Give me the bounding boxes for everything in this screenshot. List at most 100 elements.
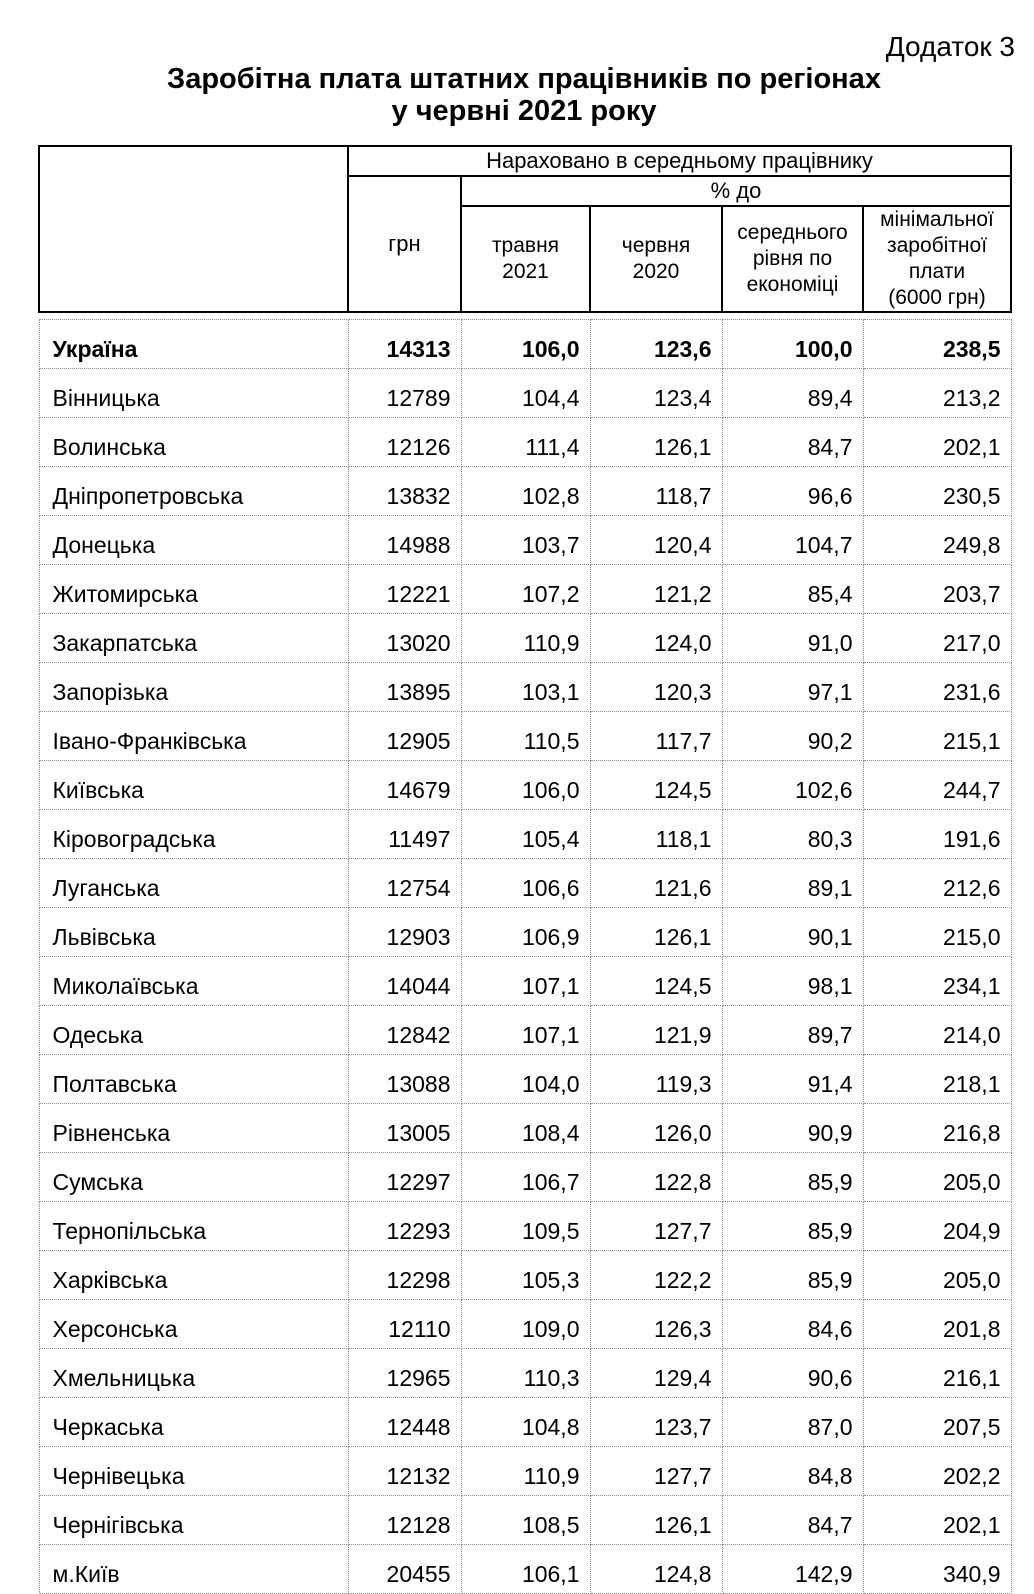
region-cell: м.Київ — [38, 1544, 349, 1594]
to-avg-economy-cell: 98,1 — [721, 956, 864, 1006]
uah-cell: 14988 — [347, 515, 462, 565]
to-may-2021-cell: 106,1 — [460, 1544, 591, 1594]
to-june-2020-cell: 124,0 — [589, 613, 723, 663]
to-may-2021-cell: 105,3 — [460, 1250, 591, 1300]
to-min-wage-cell: 218,1 — [862, 1054, 1012, 1104]
salary-table: Нараховано в середньому працівнику грн %… — [38, 145, 1012, 1594]
to-avg-economy-cell: 96,6 — [721, 466, 864, 516]
uah-cell: 12903 — [347, 907, 462, 957]
table-row: Харківська 12298 105,3 122,2 85,9 205,0 — [38, 1250, 1012, 1300]
region-cell: Херсонська — [38, 1299, 349, 1349]
uah-cell: 14044 — [347, 956, 462, 1006]
uah-cell: 12448 — [347, 1397, 462, 1447]
table-row: Чернігівська 12128 108,5 126,1 84,7 202,1 — [38, 1495, 1012, 1545]
uah-cell: 13088 — [347, 1054, 462, 1104]
to-min-wage-cell: 202,1 — [862, 417, 1012, 467]
to-min-wage-cell: 238,5 — [862, 319, 1012, 369]
uah-cell: 13020 — [347, 613, 462, 663]
to-june-2020-cell: 123,6 — [589, 319, 723, 369]
uah-cell: 12754 — [347, 858, 462, 908]
header-accrued-group: Нараховано в середньому працівнику — [347, 145, 1012, 177]
to-min-wage-cell: 217,0 — [862, 613, 1012, 663]
to-min-wage-cell: 213,2 — [862, 368, 1012, 418]
table-row: Миколаївська 14044 107,1 124,5 98,1 234,1 — [38, 956, 1012, 1006]
to-june-2020-cell: 118,7 — [589, 466, 723, 516]
to-min-wage-cell: 244,7 — [862, 760, 1012, 810]
to-avg-economy-cell: 80,3 — [721, 809, 864, 859]
to-may-2021-cell: 110,5 — [460, 711, 591, 761]
table-row: Донецька 14988 103,7 120,4 104,7 249,8 — [38, 515, 1012, 565]
region-cell: Рівненська — [38, 1103, 349, 1153]
to-avg-economy-cell: 142,9 — [721, 1544, 864, 1594]
to-may-2021-cell: 106,0 — [460, 760, 591, 810]
table-row: Полтавська 13088 104,0 119,3 91,4 218,1 — [38, 1054, 1012, 1104]
appendix-label: Додаток 3 — [885, 31, 1015, 62]
table-row: м.Київ 20455 106,1 124,8 142,9 340,9 — [38, 1544, 1012, 1594]
to-avg-economy-cell: 87,0 — [721, 1397, 864, 1447]
to-june-2020-cell: 124,5 — [589, 956, 723, 1006]
table-row: Черкаська 12448 104,8 123,7 87,0 207,5 — [38, 1397, 1012, 1447]
to-avg-economy-cell: 84,7 — [721, 417, 864, 467]
to-avg-economy-cell: 90,2 — [721, 711, 864, 761]
to-may-2021-cell: 102,8 — [460, 466, 591, 516]
to-min-wage-cell: 216,8 — [862, 1103, 1012, 1153]
table-row: Кіровоградська 11497 105,4 118,1 80,3 191,6 — [38, 809, 1012, 859]
to-min-wage-cell: 205,0 — [862, 1152, 1012, 1202]
region-cell: Чернівецька — [38, 1446, 349, 1496]
uah-cell: 13005 — [347, 1103, 462, 1153]
region-cell: Волинська — [38, 417, 349, 467]
region-cell: Донецька — [38, 515, 349, 565]
table-row: Україна 14313 106,0 123,6 100,0 238,5 — [38, 319, 1012, 369]
to-june-2020-cell: 118,1 — [589, 809, 723, 859]
table-body: Україна 14313 106,0 123,6 100,0 238,5 Вінницьк… — [38, 319, 1012, 1594]
to-june-2020-cell: 124,5 — [589, 760, 723, 810]
table-row: Львівська 12903 106,9 126,1 90,1 215,0 — [38, 907, 1012, 957]
to-min-wage-cell: 204,9 — [862, 1201, 1012, 1251]
to-june-2020-cell: 126,3 — [589, 1299, 723, 1349]
table-row: Житомирська 12221 107,2 121,2 85,4 203,7 — [38, 564, 1012, 614]
region-cell: Запорізька — [38, 662, 349, 712]
region-cell: Івано-Франківська — [38, 711, 349, 761]
table-row: Тернопільська 12293 109,5 127,7 85,9 204,9 — [38, 1201, 1012, 1251]
uah-cell: 13832 — [347, 466, 462, 516]
document-page: Додаток 3 Заробітна плата штатних праців… — [38, 31, 1015, 1594]
to-may-2021-cell: 106,9 — [460, 907, 591, 957]
table-row: Івано-Франківська 12905 110,5 117,7 90,2 215,… — [38, 711, 1012, 761]
to-june-2020-cell: 120,4 — [589, 515, 723, 565]
to-min-wage-cell: 202,2 — [862, 1446, 1012, 1496]
to-june-2020-cell: 127,7 — [589, 1201, 723, 1251]
uah-cell: 14679 — [347, 760, 462, 810]
to-avg-economy-cell: 89,4 — [721, 368, 864, 418]
uah-cell: 11497 — [347, 809, 462, 859]
to-june-2020-cell: 126,0 — [589, 1103, 723, 1153]
table-row: Сумська 12297 106,7 122,8 85,9 205,0 — [38, 1152, 1012, 1202]
to-may-2021-cell: 110,9 — [460, 1446, 591, 1496]
to-june-2020-cell: 117,7 — [589, 711, 723, 761]
to-june-2020-cell: 123,7 — [589, 1397, 723, 1447]
to-may-2021-cell: 106,6 — [460, 858, 591, 908]
to-avg-economy-cell: 89,1 — [721, 858, 864, 908]
uah-cell: 12221 — [347, 564, 462, 614]
to-may-2021-cell: 110,3 — [460, 1348, 591, 1398]
to-june-2020-cell: 124,8 — [589, 1544, 723, 1594]
region-cell: Житомирська — [38, 564, 349, 614]
table-row: Луганська 12754 106,6 121,6 89,1 212,6 — [38, 858, 1012, 908]
page-title-line1: Заробітна плата штатних працівників по р… — [167, 63, 881, 95]
to-min-wage-cell: 212,6 — [862, 858, 1012, 908]
to-may-2021-cell: 104,4 — [460, 368, 591, 418]
to-min-wage-cell: 191,6 — [862, 809, 1012, 859]
header-may-2021: травня 2021 — [460, 205, 591, 313]
table-row: Волинська 12126 111,4 126,1 84,7 202,1 — [38, 417, 1012, 467]
uah-cell: 12965 — [347, 1348, 462, 1398]
table-row: Рівненська 13005 108,4 126,0 90,9 216,8 — [38, 1103, 1012, 1153]
to-may-2021-cell: 108,4 — [460, 1103, 591, 1153]
to-may-2021-cell: 104,8 — [460, 1397, 591, 1447]
to-avg-economy-cell: 84,6 — [721, 1299, 864, 1349]
to-june-2020-cell: 121,6 — [589, 858, 723, 908]
to-june-2020-cell: 122,8 — [589, 1152, 723, 1202]
to-min-wage-cell: 203,7 — [862, 564, 1012, 614]
uah-cell: 12789 — [347, 368, 462, 418]
to-may-2021-cell: 103,7 — [460, 515, 591, 565]
uah-cell: 14313 — [347, 319, 462, 369]
to-may-2021-cell: 109,0 — [460, 1299, 591, 1349]
